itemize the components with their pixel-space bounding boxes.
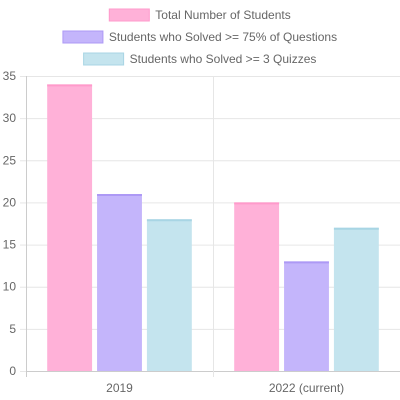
bar[interactable] xyxy=(333,227,379,371)
x-tick-label: 2019 xyxy=(106,381,133,395)
y-tick-label: 30 xyxy=(3,111,17,125)
legend-swatch xyxy=(62,30,104,44)
legend-swatch xyxy=(108,8,150,22)
axes: 0 5 10 15 20 25 30 35 2019 2022 (current) xyxy=(3,69,345,395)
bar[interactable] xyxy=(234,202,280,371)
legend-item[interactable]: Total Number of Students xyxy=(108,8,291,22)
bar[interactable] xyxy=(146,219,192,371)
bar[interactable] xyxy=(47,84,93,371)
legend-swatch xyxy=(83,52,125,66)
y-tick-label: 5 xyxy=(9,322,16,336)
y-tick-label: 35 xyxy=(3,69,17,83)
y-tick-label: 20 xyxy=(3,195,17,209)
bars xyxy=(47,84,379,371)
legend-label: Students who Solved >= 75% of Questions xyxy=(109,30,337,44)
bar[interactable] xyxy=(97,194,142,371)
y-tick-label: 25 xyxy=(3,153,17,167)
legend-item[interactable]: Students who Solved >= 3 Quizzes xyxy=(83,52,317,66)
y-tick-label: 15 xyxy=(3,238,17,252)
legend: Total Number of Students Students who Sol… xyxy=(62,8,337,66)
legend-item[interactable]: Students who Solved >= 75% of Questions xyxy=(62,30,337,44)
legend-label: Total Number of Students xyxy=(155,8,290,22)
legend-label: Students who Solved >= 3 Quizzes xyxy=(130,52,317,66)
y-tick-label: 0 xyxy=(9,364,16,378)
y-tick-label: 10 xyxy=(3,280,17,294)
x-tick-label: 2022 (current) xyxy=(269,381,344,395)
bar[interactable] xyxy=(284,261,329,371)
